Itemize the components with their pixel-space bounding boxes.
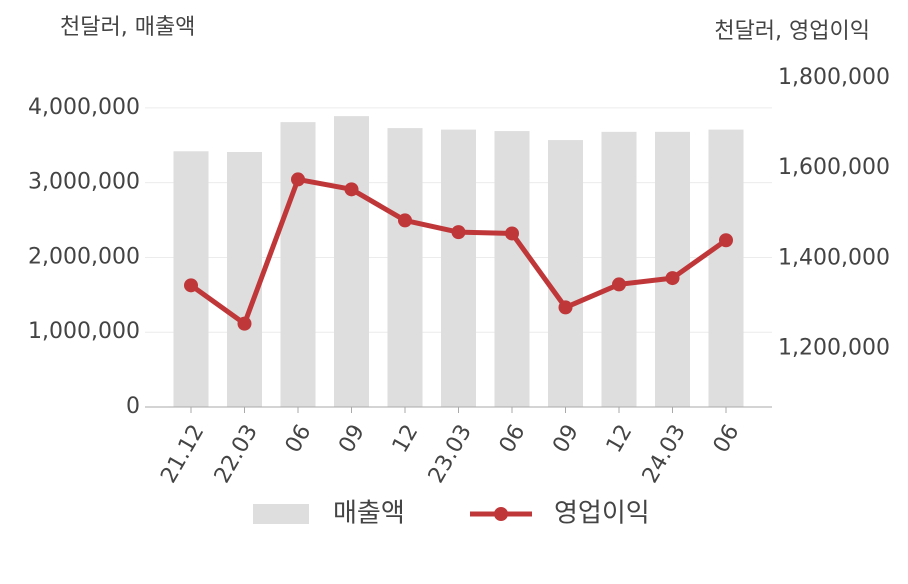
line-marker [665, 271, 680, 286]
y-axis-title: 천달러, 매출액 [60, 15, 195, 40]
bar [387, 128, 423, 408]
bar [708, 129, 744, 407]
x-tick-label: 12 [602, 421, 638, 458]
x-tick-label: 24.03 [638, 421, 691, 488]
x-tick-label: 21.12 [156, 421, 209, 488]
legend-label: 영업이익 [554, 499, 650, 529]
bar [334, 116, 369, 407]
line-marker [344, 182, 359, 197]
bar [227, 152, 262, 407]
x-tick-label: 23.03 [424, 421, 477, 488]
x-tick-label: 06 [709, 421, 745, 458]
legend-swatch [494, 507, 508, 521]
line-marker [505, 226, 519, 241]
bar [280, 122, 316, 407]
bar [441, 129, 476, 407]
y-tick-label: 4,000,000 [28, 95, 140, 120]
legend-swatch [253, 504, 309, 524]
x-tick-label: 06 [495, 421, 531, 458]
bar [548, 140, 583, 407]
line-marker [719, 233, 733, 248]
y2-tick-label: 1,600,000 [778, 155, 890, 180]
bar [601, 131, 637, 407]
x-tick-label: 22.03 [210, 421, 263, 488]
y2-tick-label: 1,800,000 [778, 65, 890, 90]
bar [494, 131, 530, 408]
line-marker [237, 316, 252, 331]
x-tick-label: 09 [334, 421, 370, 458]
line-marker [184, 278, 198, 293]
legend-label: 매출액 [333, 499, 405, 529]
x-tick-label: 06 [281, 421, 317, 458]
x-tick-label: 09 [548, 421, 584, 458]
line-marker [451, 225, 466, 240]
line-marker [612, 277, 626, 292]
y-tick-label: 1,000,000 [28, 319, 140, 344]
x-tick-label: 12 [388, 421, 424, 458]
y2-tick-label: 1,400,000 [778, 245, 890, 270]
y-tick-label: 0 [126, 394, 140, 419]
y2-tick-label: 1,200,000 [778, 335, 890, 360]
y-tick-label: 2,000,000 [28, 244, 140, 269]
line-marker [398, 213, 412, 228]
line-marker [558, 300, 573, 315]
y-tick-label: 3,000,000 [28, 170, 140, 195]
y2-axis-title: 천달러, 영업이익 [714, 19, 870, 44]
line-marker [291, 172, 305, 187]
